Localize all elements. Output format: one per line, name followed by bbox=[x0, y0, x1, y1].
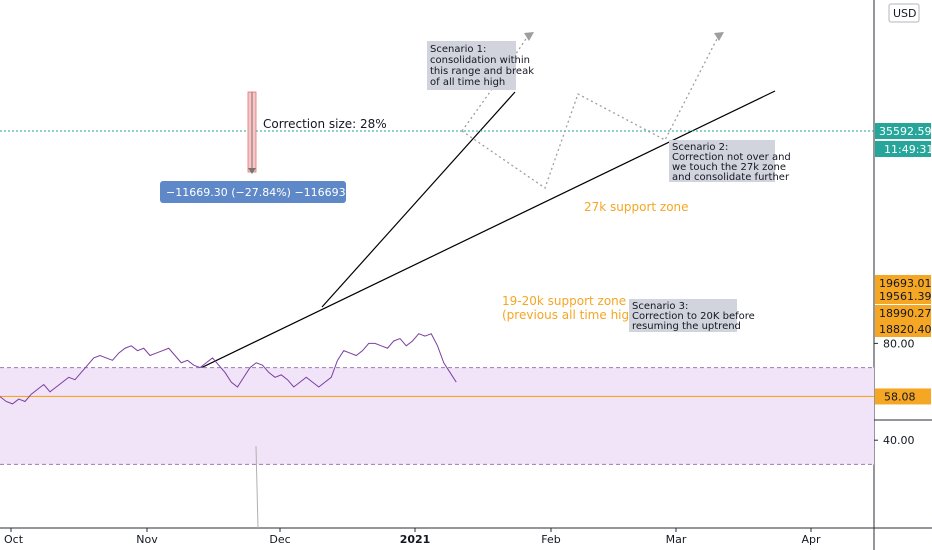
scenario3-note[interactable] bbox=[629, 299, 737, 332]
current-price-tag-bg bbox=[875, 123, 931, 139]
countdown-tag: 11:49:31 bbox=[884, 143, 932, 156]
level-tag-3: 19561.39 bbox=[879, 290, 932, 303]
time-axis[interactable]: Oct Nov Dec 2021 Feb Mar Apr bbox=[4, 528, 821, 546]
level-tag-bg-4 bbox=[875, 305, 931, 321]
scenario2-line1: Scenario 2: bbox=[672, 142, 728, 153]
time-tick-label: Dec bbox=[269, 533, 290, 546]
time-tick-label: Feb bbox=[541, 533, 560, 546]
rsi-level-tag: 58.08 bbox=[884, 390, 916, 403]
scenario2-arrowhead bbox=[714, 32, 724, 41]
scenario3-line3: resuming the uptrend bbox=[632, 321, 741, 332]
level-tag-5: 18820.40 bbox=[879, 323, 932, 336]
scenario1-line4: of all time high bbox=[430, 77, 505, 88]
scenario-projections bbox=[461, 32, 724, 190]
rsi-tick-label: 80.00 bbox=[883, 337, 915, 350]
rsi-level-tag-bg bbox=[875, 388, 931, 405]
measure-tag[interactable] bbox=[160, 181, 346, 203]
time-tick-label: 2021 bbox=[400, 533, 431, 546]
rsi-tick-label: 40.00 bbox=[883, 434, 915, 447]
price-tags: 41880.4027441.3519693.0119561.3918990.27… bbox=[875, 123, 932, 405]
scenario2-line2: Correction not over and bbox=[672, 152, 791, 163]
scenario2-path bbox=[461, 32, 721, 190]
scenario3-line1: Scenario 3: bbox=[632, 301, 688, 312]
time-tick-label: Mar bbox=[666, 533, 687, 546]
scenario1-line3: this range and break bbox=[430, 66, 534, 77]
zone-27k-label: 27k support zone bbox=[584, 200, 689, 214]
long-trendline bbox=[92, 90, 776, 421]
steep-trendline bbox=[321, 91, 516, 308]
correction-label: Correction size: 28% bbox=[263, 117, 387, 131]
scenario2-note[interactable] bbox=[669, 140, 775, 182]
scenario2-line4: and consolidate further bbox=[672, 172, 790, 183]
correction-arrowhead bbox=[248, 168, 256, 174]
rsi-band bbox=[0, 367, 874, 465]
time-tick-label: Oct bbox=[4, 533, 24, 546]
countdown-tag-bg bbox=[875, 141, 931, 157]
measure-tag-text: −11669.30 (−27.84%) −1166930 bbox=[166, 186, 353, 199]
level-tag-2: 19693.01 bbox=[879, 277, 932, 290]
scenario1-path bbox=[461, 32, 531, 132]
scenario2-line3: we touch the 27k zone bbox=[672, 162, 786, 173]
level-tag-bg-3 bbox=[875, 288, 931, 304]
rsi-indicator bbox=[0, 333, 874, 529]
scenario1-line2: consolidation within bbox=[430, 55, 530, 66]
scenario1-arrowhead bbox=[524, 32, 534, 41]
time-tick-label: Apr bbox=[801, 533, 821, 546]
level-tag-bg-5 bbox=[875, 321, 931, 337]
zone-20k-label-1: 19-20k support zone bbox=[502, 294, 626, 308]
price-axis[interactable]: 60000.0052000.0044000.0039000.0031000.00… bbox=[874, 0, 932, 447]
currency-label: USD bbox=[893, 7, 917, 20]
zone-20k-label-2: (previous all time high) bbox=[502, 308, 641, 322]
rsi-line bbox=[0, 333, 457, 405]
current-price-tag: 35592.59 bbox=[879, 125, 932, 138]
trend-lines bbox=[0, 90, 874, 421]
scenario1-note[interactable] bbox=[427, 41, 516, 90]
annotations bbox=[247, 91, 257, 174]
level-tag-4: 18990.27 bbox=[879, 307, 932, 320]
currency-badge[interactable] bbox=[888, 3, 920, 23]
scenario1-line1: Scenario 1: bbox=[430, 44, 486, 55]
level-tag-bg-2 bbox=[875, 275, 931, 291]
scenario3-line2: Correction to 20K before bbox=[632, 311, 755, 322]
rsi-measure-marker bbox=[255, 445, 259, 529]
time-tick-label: Nov bbox=[136, 533, 158, 546]
